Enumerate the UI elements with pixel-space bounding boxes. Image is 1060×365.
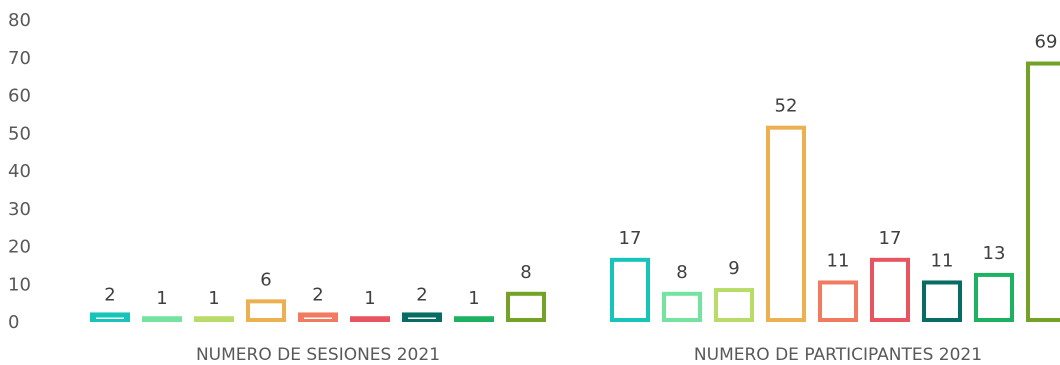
bar xyxy=(298,312,338,322)
bar xyxy=(662,291,702,322)
data-label: 11 xyxy=(827,250,850,271)
category-label: NUMERO DE PARTICIPANTES 2021 xyxy=(694,345,982,365)
bar xyxy=(142,316,182,322)
y-tick-label: 40 xyxy=(8,161,31,182)
category-label: NUMERO DE SESIONES 2021 xyxy=(196,345,440,365)
data-label: 2 xyxy=(416,284,427,305)
data-label: 13 xyxy=(983,243,1006,264)
y-tick-label: 80 xyxy=(8,10,31,31)
data-label: 52 xyxy=(775,96,798,117)
data-label: 1 xyxy=(364,288,375,309)
bar xyxy=(402,312,442,322)
y-tick-label: 50 xyxy=(8,123,31,144)
bar xyxy=(610,257,650,323)
bar xyxy=(922,280,962,323)
data-label: 1 xyxy=(156,288,167,309)
data-label: 9 xyxy=(728,258,739,279)
bar xyxy=(766,125,806,322)
data-label: 8 xyxy=(520,262,531,283)
bar xyxy=(974,272,1014,322)
bar xyxy=(454,316,494,322)
bar xyxy=(506,291,546,322)
y-tick-label: 0 xyxy=(8,312,19,333)
bars xyxy=(90,61,1060,323)
bar xyxy=(714,288,754,322)
bar xyxy=(1026,61,1060,323)
y-axis: 0 10 20 30 40 50 60 70 80 xyxy=(8,10,31,333)
y-tick-label: 30 xyxy=(8,199,31,220)
bar xyxy=(90,312,130,322)
data-label: 6 xyxy=(260,269,271,290)
y-tick-label: 10 xyxy=(8,274,31,295)
category-labels: NUMERO DE SESIONES 2021 NUMERO DE PARTICI… xyxy=(196,345,982,365)
data-label: 11 xyxy=(931,250,954,271)
data-label: 1 xyxy=(468,288,479,309)
bar xyxy=(350,316,390,322)
y-tick-label: 70 xyxy=(8,48,31,69)
data-label: 2 xyxy=(104,284,115,305)
bar xyxy=(818,280,858,323)
data-label: 17 xyxy=(619,228,642,249)
y-tick-label: 20 xyxy=(8,237,31,258)
data-label: 17 xyxy=(879,228,902,249)
bar xyxy=(246,299,286,323)
data-label: 1 xyxy=(208,288,219,309)
bar xyxy=(194,316,234,322)
bar xyxy=(870,257,910,323)
data-label: 2 xyxy=(312,284,323,305)
y-tick-label: 60 xyxy=(8,86,31,107)
data-label: 8 xyxy=(676,262,687,283)
data-label: 69 xyxy=(1035,32,1058,53)
